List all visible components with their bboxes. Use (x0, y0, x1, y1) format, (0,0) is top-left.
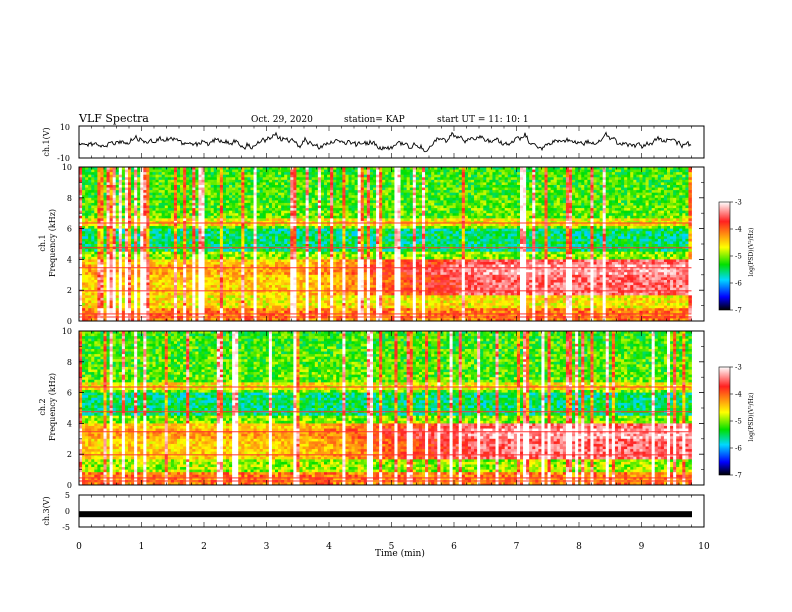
x-axis-label: Time (min) (375, 549, 425, 559)
x-tick-label: 7 (514, 542, 520, 552)
x-tick-label: 4 (326, 542, 332, 552)
header-station: station= KAP (344, 115, 405, 125)
waveform-ch3-panel: 5 0 -5 0 1 2 3 4 5 6 7 8 9 10 (62, 491, 710, 552)
ch2-spectrogram-ytick-label: 2 (67, 450, 72, 459)
colorbar-ch2-tick-label: -4 (735, 391, 742, 399)
x-tick-label: 8 (576, 542, 582, 552)
ch1-spectrogram-ytick-label: 4 (67, 255, 72, 264)
ch2-spectrogram-ytick-label: 0 (67, 481, 72, 490)
header-start-time: start UT = 11: 10: 1 (437, 115, 529, 125)
ch3-ytick-label: 0 (65, 507, 70, 516)
x-tick-label: 3 (264, 542, 270, 552)
ch3-ytick-label: -5 (62, 523, 70, 532)
ch1-spectrogram-ytick-label: 8 (67, 194, 72, 203)
x-tick-label: 1 (139, 542, 145, 552)
ch1-spectrogram-ytick-label: 0 (67, 317, 72, 326)
colorbar-ch1: -3 -4 -5 -6 -7 (718, 199, 742, 315)
colorbar-ch1-tick-label: -7 (735, 307, 742, 315)
ch1-spectrogram-ytick-label: 6 (67, 225, 72, 234)
figure-title: VLF Spectra (79, 112, 149, 125)
colorbar-ch1-tick-label: -6 (735, 280, 742, 288)
colorbar-ch1-tick-label: -3 (735, 199, 742, 207)
colorbar-ch1-tick-label: -4 (735, 226, 742, 234)
x-tick-label: 0 (76, 542, 82, 552)
ch1-ytick-label: -10 (57, 154, 70, 163)
ch2-spectrogram-ylabel-frequency: Frequency (kHz) (48, 362, 57, 452)
spectrogram-ch2-image (79, 331, 704, 485)
ch1-spectrogram-ylabel-frequency: Frequency (kHz) (48, 198, 57, 288)
waveform-ch3-trace (79, 511, 692, 518)
colorbar-ch1-tick-label: -5 (735, 253, 742, 261)
spectrogram-ch2-panel: 0 2 4 6 8 10 (62, 327, 705, 490)
ch1-spectrogram-ytick-label: 2 (67, 286, 72, 295)
colorbar-ch2: -3 -4 -5 -6 -7 (718, 364, 742, 480)
ch2-spectrogram-ytick-label: 8 (67, 358, 72, 367)
x-tick-label: 9 (639, 542, 645, 552)
colorbar-ch2-tick-label: -7 (735, 472, 742, 480)
colorbar-ch2-label: log(PSD)(V²/Hz) (748, 367, 755, 467)
x-tick-label: 5 (389, 542, 395, 552)
spectrogram-ch1-panel: 0 2 4 6 8 10 (62, 163, 705, 326)
waveform-ch1-trace (79, 131, 692, 153)
ch1-waveform-ylabel: ch.1(V) (42, 124, 51, 160)
spectrogram-ch1-image (79, 167, 704, 321)
colorbar-ch2-tick-label: -6 (735, 445, 742, 453)
colorbar-ch1-label: log(PSD)(V²/Hz) (748, 202, 755, 302)
ch1-spectrogram-ylabel-channel: ch.1 (38, 198, 47, 288)
ch2-spectrogram-ylabel-channel: ch.2 (38, 362, 47, 452)
colorbar-ch2-tick-label: -5 (735, 418, 742, 426)
ch3-waveform-ylabel: ch.3(V) (42, 492, 51, 530)
ch2-spectrogram-ytick-label: 10 (62, 327, 72, 336)
x-tick-label: 6 (451, 542, 457, 552)
x-tick-label: 10 (698, 542, 710, 552)
header-date: Oct. 29, 2020 (251, 115, 313, 125)
ch1-ytick-label: 10 (60, 123, 70, 132)
x-tick-label: 2 (201, 542, 207, 552)
ch2-spectrogram-ytick-label: 6 (67, 389, 72, 398)
waveform-ch1-panel: 10 -10 (57, 123, 705, 163)
ch3-ytick-label: 5 (65, 491, 70, 500)
colorbar-ch2-tick-label: -3 (735, 364, 742, 372)
ch1-spectrogram-ytick-label: 10 (62, 163, 72, 172)
ch2-spectrogram-ytick-label: 4 (67, 419, 72, 428)
